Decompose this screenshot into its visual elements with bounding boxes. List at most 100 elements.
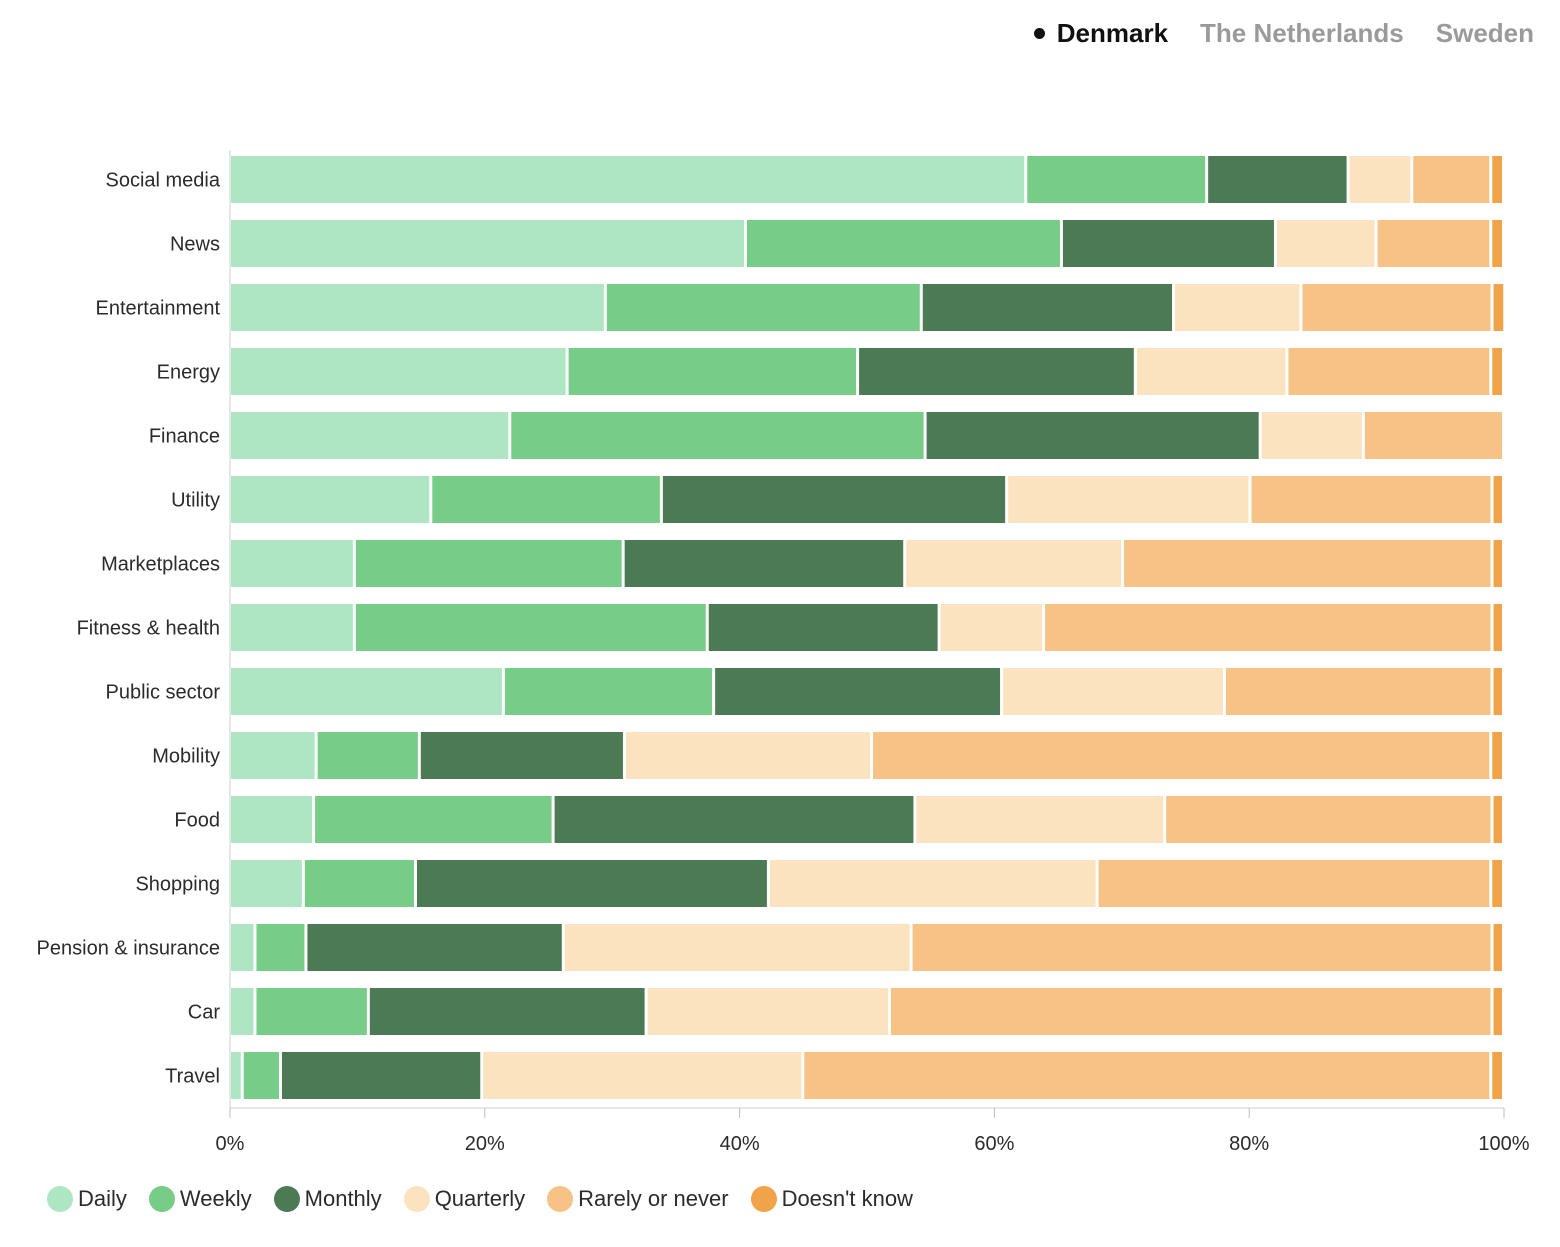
bar-segment[interactable] xyxy=(231,860,302,907)
bar-segment[interactable] xyxy=(355,540,622,587)
bar-segment[interactable] xyxy=(1251,476,1491,523)
tab-denmark[interactable]: Denmark xyxy=(1033,18,1168,49)
legend-item[interactable]: Daily xyxy=(47,1186,127,1212)
category-label: Marketplaces xyxy=(101,554,220,576)
bar-segment[interactable] xyxy=(281,1052,481,1099)
bar-segment[interactable] xyxy=(231,284,604,331)
bar-segment[interactable] xyxy=(804,1052,1490,1099)
bar-segment[interactable] xyxy=(1492,156,1502,203)
bar-segment[interactable] xyxy=(906,540,1122,587)
bar-segment[interactable] xyxy=(304,860,415,907)
bar-segment[interactable] xyxy=(1492,732,1502,779)
bar-segment[interactable] xyxy=(307,924,562,971)
bar-segment[interactable] xyxy=(1098,860,1490,907)
bar-segment[interactable] xyxy=(1493,988,1502,1035)
bar-segment[interactable] xyxy=(625,732,871,779)
bar-segment[interactable] xyxy=(873,732,1490,779)
bar-segment[interactable] xyxy=(256,988,367,1035)
bar-segment[interactable] xyxy=(483,1052,802,1099)
bar-segment[interactable] xyxy=(231,924,254,971)
bar-segment[interactable] xyxy=(1175,284,1300,331)
bar-segment[interactable] xyxy=(256,924,305,971)
bar-segment[interactable] xyxy=(231,732,315,779)
bar-segment[interactable] xyxy=(317,732,418,779)
tab-sweden[interactable]: Sweden xyxy=(1436,18,1534,49)
bar-segment[interactable] xyxy=(1166,796,1491,843)
bar-segment[interactable] xyxy=(231,988,254,1035)
bar-segment[interactable] xyxy=(1288,348,1490,395)
bar-segment[interactable] xyxy=(420,732,623,779)
bar-segment[interactable] xyxy=(606,284,920,331)
bar-segment[interactable] xyxy=(355,604,706,651)
bar-segment[interactable] xyxy=(243,1052,279,1099)
bar-segment[interactable] xyxy=(746,220,1060,267)
bar-segment[interactable] xyxy=(1045,604,1491,651)
bar-segment[interactable] xyxy=(1377,220,1490,267)
bar-segment[interactable] xyxy=(417,860,767,907)
bar-segment[interactable] xyxy=(1124,540,1491,587)
bar-segment[interactable] xyxy=(1492,220,1502,267)
bar-segment[interactable] xyxy=(1276,220,1375,267)
legend-item[interactable]: Monthly xyxy=(273,1186,382,1212)
bar-segment[interactable] xyxy=(926,412,1259,459)
bar-segment[interactable] xyxy=(1364,412,1502,459)
bar-segment[interactable] xyxy=(1493,284,1504,331)
bar-segment[interactable] xyxy=(1008,476,1249,523)
bar-segment[interactable] xyxy=(890,988,1491,1035)
legend-item[interactable]: Rarely or never xyxy=(547,1186,729,1212)
bar-segment[interactable] xyxy=(432,476,660,523)
bar-segment[interactable] xyxy=(940,604,1043,651)
bar-segment[interactable] xyxy=(916,796,1164,843)
bar-segment[interactable] xyxy=(369,988,645,1035)
bar-segment[interactable] xyxy=(662,476,1006,523)
bar-segment[interactable] xyxy=(1302,284,1491,331)
bar-segment[interactable] xyxy=(231,348,566,395)
bar-segment[interactable] xyxy=(624,540,904,587)
bar-segment[interactable] xyxy=(1136,348,1286,395)
bar-segment[interactable] xyxy=(231,1052,241,1099)
bar-segment[interactable] xyxy=(231,412,509,459)
bar-segment[interactable] xyxy=(922,284,1173,331)
bar-segment[interactable] xyxy=(647,988,888,1035)
bar-segment[interactable] xyxy=(231,476,430,523)
bar-segment[interactable] xyxy=(231,540,353,587)
bar-segment[interactable] xyxy=(564,924,910,971)
bar-segment[interactable] xyxy=(1062,220,1274,267)
bar-segment[interactable] xyxy=(231,156,1025,203)
bar-segment[interactable] xyxy=(1493,476,1502,523)
bar-segment[interactable] xyxy=(1493,604,1502,651)
bar-segment[interactable] xyxy=(708,604,938,651)
bar-segment[interactable] xyxy=(315,796,552,843)
bar-segment[interactable] xyxy=(1027,156,1206,203)
tab-the-netherlands[interactable]: The Netherlands xyxy=(1200,18,1404,49)
bar-segment[interactable] xyxy=(1492,348,1502,395)
bar-segment[interactable] xyxy=(715,668,1001,715)
bar-segment[interactable] xyxy=(511,412,924,459)
bar-segment[interactable] xyxy=(231,796,313,843)
bar-segment[interactable] xyxy=(859,348,1134,395)
bar-segment[interactable] xyxy=(1493,924,1502,971)
bar-segment[interactable] xyxy=(1413,156,1490,203)
bar-segment[interactable] xyxy=(1493,668,1502,715)
bar-segment[interactable] xyxy=(554,796,914,843)
bar-segment[interactable] xyxy=(504,668,713,715)
bar-segment[interactable] xyxy=(1349,156,1411,203)
bar-segment[interactable] xyxy=(1261,412,1362,459)
bar-segment[interactable] xyxy=(568,348,857,395)
bar-segment[interactable] xyxy=(1492,1052,1502,1099)
legend-item[interactable]: Quarterly xyxy=(403,1186,525,1212)
bar-segment[interactable] xyxy=(231,604,353,651)
bar-segment[interactable] xyxy=(1208,156,1347,203)
bar-segment[interactable] xyxy=(1225,668,1491,715)
bar-segment[interactable] xyxy=(769,860,1096,907)
bar-segment[interactable] xyxy=(912,924,1491,971)
legend-item[interactable]: Weekly xyxy=(148,1186,252,1212)
bar-segment[interactable] xyxy=(231,220,744,267)
legend-item[interactable]: Doesn't know xyxy=(750,1186,913,1212)
bar-segment[interactable] xyxy=(1493,540,1502,587)
bar-segment[interactable] xyxy=(231,668,502,715)
bar-segment[interactable] xyxy=(1492,860,1502,907)
legend-label: Monthly xyxy=(304,1186,382,1211)
bar-segment[interactable] xyxy=(1003,668,1223,715)
bar-segment[interactable] xyxy=(1493,796,1502,843)
